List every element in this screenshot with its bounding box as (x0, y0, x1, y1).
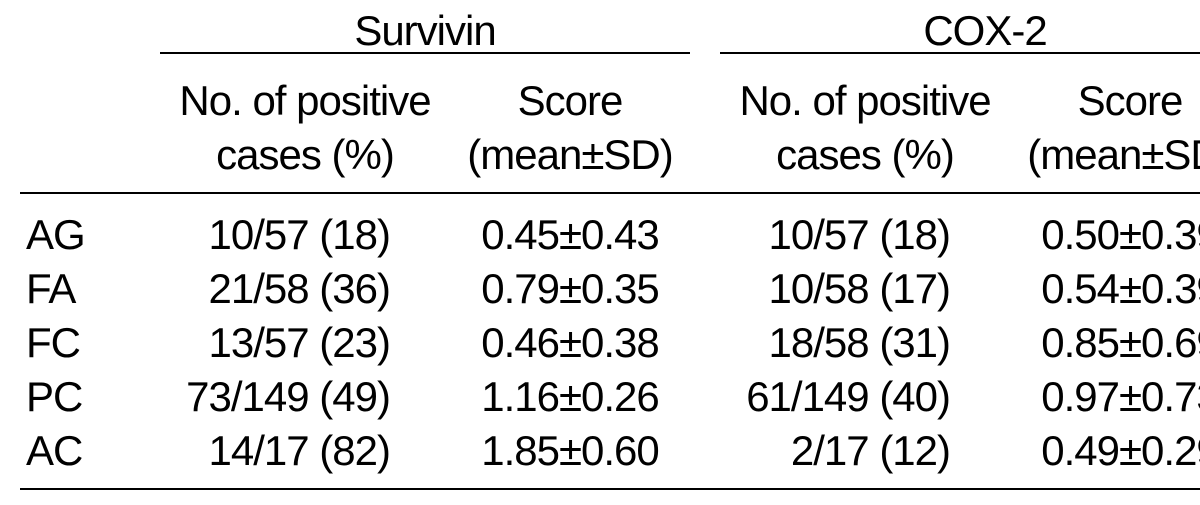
cell-survivin-cases: 13/57 (23) (160, 316, 450, 370)
results-table: Survivin COX-2 No. of positivecases (%) … (20, 10, 1200, 490)
cell-survivin-score: 0.79±0.35 (450, 262, 690, 316)
cell-survivin-score: 1.16±0.26 (450, 370, 690, 424)
table-row: FC 13/57 (23) 0.46±0.38 18/58 (31) 0.85±… (20, 316, 1200, 370)
cell-survivin-score: 0.45±0.43 (450, 193, 690, 262)
table-row: AC 14/17 (82) 1.85±0.60 2/17 (12) 0.49±0… (20, 424, 1200, 489)
cell-cox2-cases: 61/149 (40) (720, 370, 1010, 424)
cell-cox2-cases: 10/57 (18) (720, 193, 1010, 262)
cell-cox2-cases: 10/58 (17) (720, 262, 1010, 316)
cell-survivin-cases: 14/17 (82) (160, 424, 450, 489)
cell-cox2-score: 0.54±0.39 (1010, 262, 1200, 316)
cell-cox2-score: 0.97±0.73 (1010, 370, 1200, 424)
row-label: FA (20, 262, 160, 316)
row-label: AG (20, 193, 160, 262)
cell-survivin-cases: 10/57 (18) (160, 193, 450, 262)
subheader-cox2-score: Score(mean±SD) (1010, 64, 1200, 193)
table-row: PC 73/149 (49) 1.16±0.26 61/149 (40) 0.9… (20, 370, 1200, 424)
row-label: FC (20, 316, 160, 370)
cell-cox2-score: 0.49±0.29 (1010, 424, 1200, 489)
cell-cox2-cases: 18/58 (31) (720, 316, 1010, 370)
cell-survivin-cases: 73/149 (49) (160, 370, 450, 424)
cell-survivin-score: 0.46±0.38 (450, 316, 690, 370)
table-row: AG 10/57 (18) 0.45±0.43 10/57 (18) 0.50±… (20, 193, 1200, 262)
cell-cox2-score: 0.85±0.69 (1010, 316, 1200, 370)
group-header-row: Survivin COX-2 (20, 10, 1200, 64)
subheader-survivin-cases: No. of positivecases (%) (160, 64, 450, 193)
subheader-cox2-cases: No. of positivecases (%) (720, 64, 1010, 193)
row-label: PC (20, 370, 160, 424)
cell-cox2-cases: 2/17 (12) (720, 424, 1010, 489)
row-label: AC (20, 424, 160, 489)
table-container: Survivin COX-2 No. of positivecases (%) … (0, 0, 1200, 505)
sub-header-row: No. of positivecases (%) Score(mean±SD) … (20, 64, 1200, 193)
cell-survivin-score: 1.85±0.60 (450, 424, 690, 489)
subheader-survivin-score: Score(mean±SD) (450, 64, 690, 193)
table-body: AG 10/57 (18) 0.45±0.43 10/57 (18) 0.50±… (20, 193, 1200, 489)
cell-cox2-score: 0.50±0.39 (1010, 193, 1200, 262)
group-header-cox2: COX-2 (720, 10, 1200, 52)
cell-survivin-cases: 21/58 (36) (160, 262, 450, 316)
group-header-survivin: Survivin (160, 10, 690, 52)
table-row: FA 21/58 (36) 0.79±0.35 10/58 (17) 0.54±… (20, 262, 1200, 316)
